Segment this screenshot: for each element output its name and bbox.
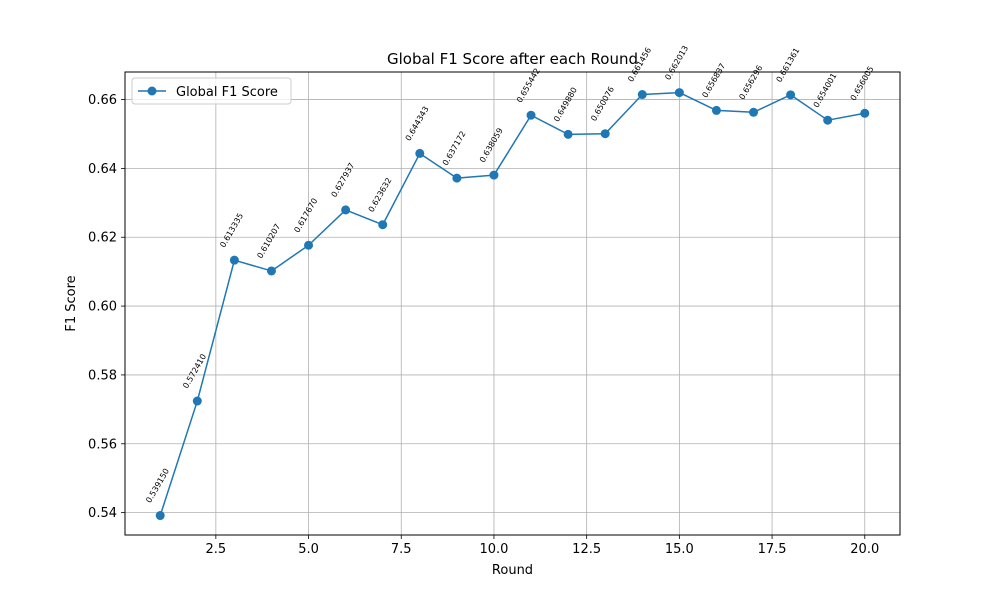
data-point xyxy=(786,90,796,100)
data-point xyxy=(304,240,314,250)
y-tick-label: 0.66 xyxy=(88,93,117,108)
y-tick-label: 0.56 xyxy=(88,437,117,452)
y-tick-label: 0.64 xyxy=(88,162,117,177)
x-tick-label: 7.5 xyxy=(391,542,412,557)
y-tick-label: 0.58 xyxy=(88,368,117,383)
data-point xyxy=(415,148,425,158)
legend-point-marker xyxy=(147,86,157,96)
series-line xyxy=(159,91,865,516)
x-tick-label: 17.5 xyxy=(758,542,787,557)
chart-title: Global F1 Score after each Round xyxy=(387,50,638,68)
data-point xyxy=(229,255,239,265)
y-axis-label: F1 Score xyxy=(64,275,79,331)
plot-area-frame xyxy=(124,71,901,536)
x-tick-label: 20.0 xyxy=(850,542,879,557)
x-tick-label: 5.0 xyxy=(298,542,319,557)
legend-box xyxy=(131,77,292,105)
data-point xyxy=(711,105,721,115)
data-point xyxy=(489,170,499,180)
x-axis-label: Round xyxy=(492,563,533,578)
data-point xyxy=(563,129,573,139)
data-point xyxy=(526,110,536,120)
data-point xyxy=(860,108,870,118)
legend: Global F1 Score xyxy=(131,77,292,105)
data-point xyxy=(452,173,462,183)
series-layer xyxy=(155,88,870,521)
data-point xyxy=(674,88,684,98)
x-tick-label: 2.5 xyxy=(206,542,227,557)
grid-lines xyxy=(125,72,900,535)
data-point xyxy=(637,90,647,100)
data-point xyxy=(192,396,202,406)
data-point xyxy=(600,129,610,139)
y-tick-label: 0.60 xyxy=(88,300,117,315)
x-tick-label: 12.5 xyxy=(572,542,601,557)
y-tick-label: 0.62 xyxy=(88,231,117,246)
data-point xyxy=(266,266,276,276)
x-tick-label: 15.0 xyxy=(665,542,694,557)
x-tick-label: 10.0 xyxy=(479,542,508,557)
legend-label: Global F1 Score xyxy=(176,85,278,100)
data-point xyxy=(749,107,759,117)
data-point xyxy=(378,220,388,230)
data-point xyxy=(341,205,351,215)
y-tick-label: 0.54 xyxy=(88,506,117,521)
y-axis: 0.54 0.56 0.58 0.60 0.62 0.64 0.66 xyxy=(88,93,125,521)
x-axis: 2.5 5.0 7.5 10.0 12.5 15.0 17.5 20.0 xyxy=(206,535,879,557)
data-point xyxy=(155,511,165,521)
data-point xyxy=(823,115,833,125)
